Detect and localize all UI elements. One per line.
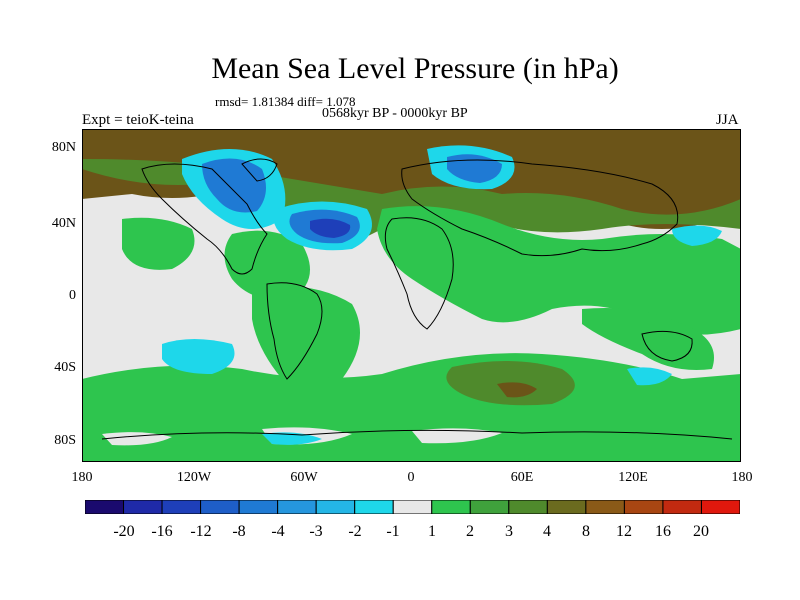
antarctic-low bbox=[262, 432, 322, 445]
north-america-low-mid bbox=[202, 158, 266, 213]
colorbar-swatch bbox=[123, 500, 163, 514]
colorbar-swatch bbox=[546, 500, 587, 514]
colorbar-swatch bbox=[662, 500, 702, 514]
pressure-map bbox=[82, 129, 741, 462]
colorbar-swatch bbox=[431, 500, 471, 514]
coast-antarctica bbox=[101, 429, 733, 440]
colorbar-label: -16 bbox=[151, 523, 173, 540]
coast-north-america bbox=[141, 163, 268, 275]
lon-label-120w: 120W bbox=[176, 470, 212, 485]
colorbar-swatch bbox=[392, 500, 433, 514]
southern-green-band bbox=[82, 353, 741, 429]
colorbar-swatch bbox=[277, 500, 317, 514]
colorbar-label: 1 bbox=[428, 523, 436, 540]
colorbar-swatch bbox=[585, 500, 625, 514]
lat-label-80n: 80N bbox=[51, 140, 76, 155]
colorbar-label: -12 bbox=[190, 523, 212, 540]
africa-asia-high bbox=[377, 206, 741, 335]
colorbar-label: -3 bbox=[309, 523, 323, 540]
south-pacific-low bbox=[162, 339, 235, 374]
coast-greenland bbox=[241, 158, 278, 182]
experiment-label: Expt = teioK-teina bbox=[82, 112, 194, 128]
colorbar-label: -8 bbox=[232, 523, 246, 540]
colorbar-swatch bbox=[354, 500, 394, 514]
central-america-high bbox=[224, 230, 310, 300]
season-label: JJA bbox=[716, 112, 739, 128]
coastlines bbox=[101, 158, 733, 440]
lon-label-120e: 120E bbox=[618, 470, 648, 485]
south-indian-low bbox=[627, 367, 672, 386]
colorbar-label: 12 bbox=[616, 523, 632, 540]
antarctic-band bbox=[82, 429, 741, 462]
coast-africa bbox=[384, 217, 454, 330]
lon-label-60w: 60W bbox=[290, 470, 318, 485]
lon-label-180w: 180 bbox=[71, 470, 93, 485]
colorbar-label: 20 bbox=[693, 523, 709, 540]
antarctic-neutral-1 bbox=[102, 432, 172, 446]
lat-label-40n: 40N bbox=[51, 216, 76, 231]
stats-line: rmsd= 1.81384 diff= 1.078 bbox=[215, 94, 356, 109]
coast-south-america bbox=[266, 282, 323, 380]
colorbar-swatch bbox=[469, 500, 510, 514]
colorbar bbox=[85, 500, 740, 514]
colorbar-swatch bbox=[700, 500, 740, 514]
colorbar-swatch bbox=[238, 500, 279, 514]
colorbar-label: 8 bbox=[582, 523, 590, 540]
lat-label-0: 0 bbox=[69, 288, 76, 303]
coast-eurasia bbox=[401, 159, 679, 257]
eurasia-low-core bbox=[447, 154, 502, 183]
lat-label-80s: 80S bbox=[54, 433, 76, 448]
colorbar-label: -20 bbox=[113, 523, 135, 540]
lat-label-40s: 40S bbox=[54, 360, 76, 375]
colorbar-swatch bbox=[508, 500, 548, 514]
colorbar-label: 3 bbox=[505, 523, 513, 540]
map-frame bbox=[82, 129, 741, 462]
south-indian-core bbox=[497, 382, 537, 398]
colorbar-label: 4 bbox=[543, 523, 551, 540]
chart-title: Mean Sea Level Pressure (in hPa) bbox=[211, 52, 619, 85]
colorbar-swatch bbox=[85, 500, 125, 514]
north-atlantic-low-core bbox=[310, 218, 351, 238]
colorbar-label: 2 bbox=[466, 523, 474, 540]
lon-label-180e: 180 bbox=[731, 470, 753, 485]
lon-label-0: 0 bbox=[407, 470, 415, 485]
pacific-low bbox=[672, 225, 722, 246]
colorbar-label: -1 bbox=[386, 523, 400, 540]
colorbar-label: -4 bbox=[271, 523, 285, 540]
lon-label-60e: 60E bbox=[510, 470, 534, 485]
indian-ocean-high bbox=[582, 308, 714, 370]
colorbar-label: -2 bbox=[348, 523, 362, 540]
period-line: 0568kyr BP - 0000kyr BP bbox=[322, 106, 468, 121]
colorbar-swatch bbox=[623, 500, 664, 514]
colorbar-label: 16 bbox=[655, 523, 671, 540]
pacific-high bbox=[122, 217, 195, 270]
colorbar-swatch bbox=[200, 500, 240, 514]
colorbar-swatch bbox=[161, 500, 202, 514]
coast-australia bbox=[641, 330, 693, 362]
colorbar-swatch bbox=[315, 500, 356, 514]
antarctic-neutral-3 bbox=[412, 428, 502, 444]
